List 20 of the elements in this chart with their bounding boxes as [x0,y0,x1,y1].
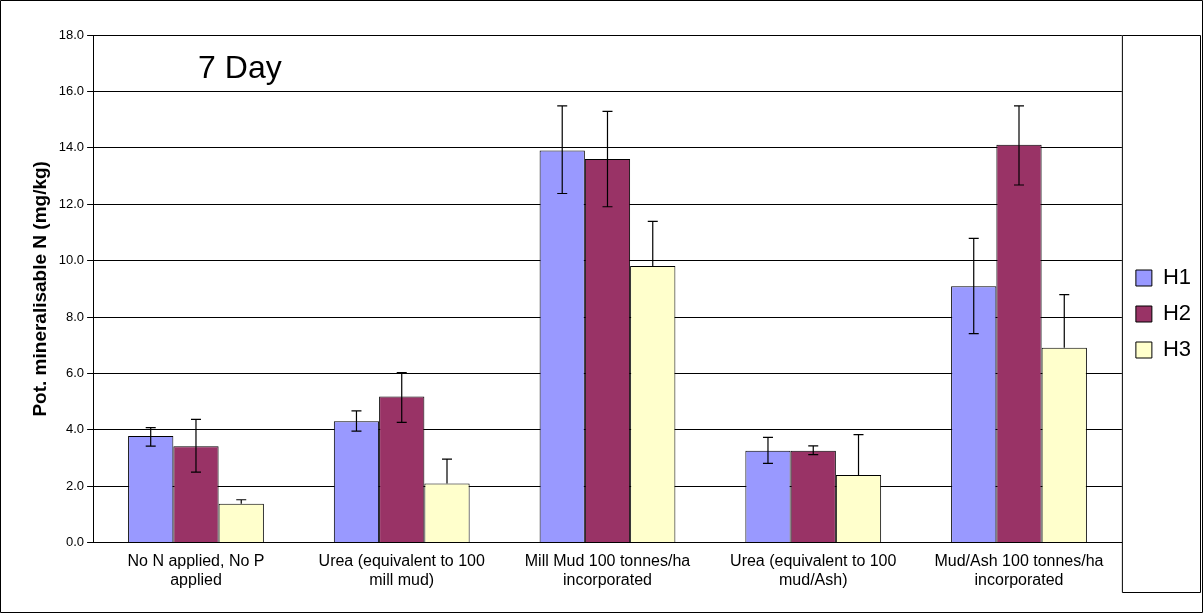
y-tick-label: 12.0 [58,195,85,211]
y-tick-label: 14.0 [58,139,85,155]
x-tick-label: Mud/Ash 100 tonnes/ha incorporated [934,551,1104,588]
y-tick-label: 8.0 [66,308,85,324]
y-axis-title: Pot. mineralisable N (mg/kg) [28,161,50,417]
y-tick-label: 16.0 [58,82,85,98]
x-tick-label: Mill Mud 100 tonnes/ha incorporated [524,551,691,588]
y-tick-label: 10.0 [58,252,85,268]
y-tick-label: 2.0 [66,477,85,493]
x-tick-label: Urea (equivalent to 100 mud/Ash) [730,551,897,588]
legend-label: H2 [1162,300,1191,326]
legend-label: H1 [1162,264,1191,290]
x-tick-label: Urea (equivalent to 100 mill mud) [318,551,485,588]
y-tick-label: 18.0 [58,26,85,42]
legend-label: H3 [1162,336,1191,362]
y-tick-label: 4.0 [66,421,85,437]
y-tick-label: 0.0 [66,534,85,550]
y-tick-label: 6.0 [66,364,85,380]
chart-title: 7 Day [198,48,282,85]
x-tick-label: No N applied, No P applied [127,551,265,588]
